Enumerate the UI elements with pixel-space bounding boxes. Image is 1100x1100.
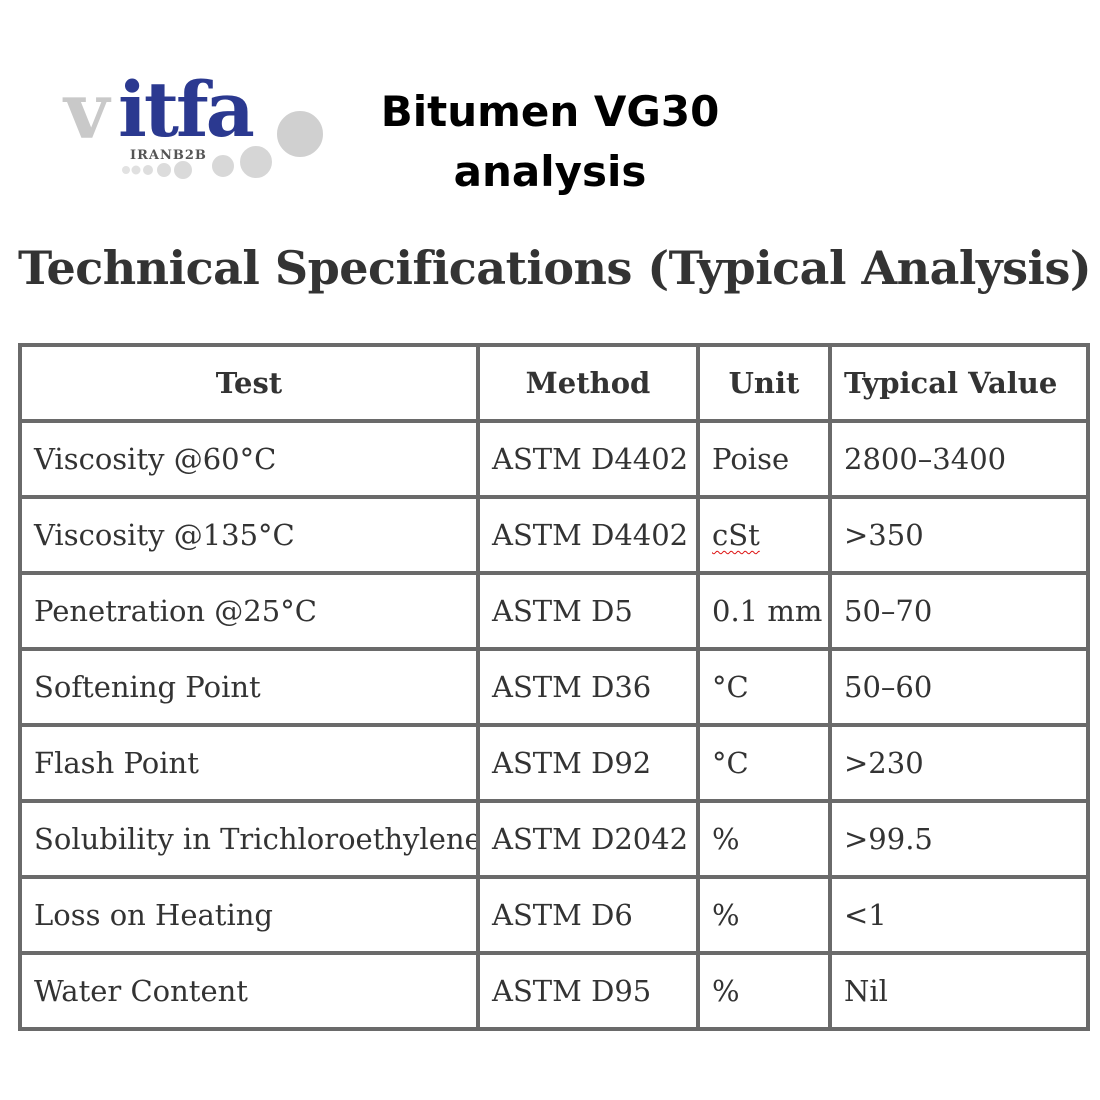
cell-test: Softening Point	[20, 649, 478, 725]
cell-unit: °C	[698, 649, 830, 725]
logo-letter-v: v	[62, 66, 112, 157]
table-row: Loss on Heating ASTM D6 % <1	[20, 877, 1088, 953]
header-test: Test	[20, 345, 478, 421]
cell-value: 50–70	[830, 573, 1088, 649]
cell-unit-text: cSt	[712, 518, 760, 552]
cell-test: Viscosity @60°C	[20, 421, 478, 497]
cell-method: ASTM D4402	[478, 421, 698, 497]
cell-value: 50–60	[830, 649, 1088, 725]
table-row: Water Content ASTM D95 % Nil	[20, 953, 1088, 1029]
table-row: Viscosity @135°C ASTM D4402 cSt >350	[20, 497, 1088, 573]
cell-unit: °C	[698, 725, 830, 801]
cell-unit: %	[698, 953, 830, 1029]
logo-circle	[172, 159, 194, 181]
cell-value: 2800–3400	[830, 421, 1088, 497]
cell-value: >350	[830, 497, 1088, 573]
cell-method: ASTM D95	[478, 953, 698, 1029]
cell-test: Solubility in Trichloroethylene	[20, 801, 478, 877]
cell-value: Nil	[830, 953, 1088, 1029]
table-row: Softening Point ASTM D36 °C 50–60	[20, 649, 1088, 725]
cell-method: ASTM D36	[478, 649, 698, 725]
document-title-line-1: Bitumen VG30	[380, 87, 720, 136]
cell-test: Penetration @25°C	[20, 573, 478, 649]
header-typical-value: Typical Value	[830, 345, 1088, 421]
table-row: Flash Point ASTM D92 °C >230	[20, 725, 1088, 801]
cell-unit: %	[698, 801, 830, 877]
cell-test: Water Content	[20, 953, 478, 1029]
table-header-row: Test Method Unit Typical Value	[20, 345, 1088, 421]
header-method: Method	[478, 345, 698, 421]
cell-method: ASTM D4402	[478, 497, 698, 573]
cell-unit: %	[698, 877, 830, 953]
logo-circle	[122, 166, 130, 174]
cell-method: ASTM D92	[478, 725, 698, 801]
vitfa-logo-graphic: v itfa IRANB2B	[62, 65, 325, 181]
logo-circle	[141, 163, 155, 177]
table-row: Viscosity @60°C ASTM D4402 Poise 2800–34…	[20, 421, 1088, 497]
cell-unit: 0.1 mm	[698, 573, 830, 649]
logo-circle	[275, 109, 325, 159]
vitfa-logo: v itfa IRANB2B	[60, 62, 340, 192]
cell-unit: cSt	[698, 497, 830, 573]
section-title: Technical Specifications (Typical Analys…	[18, 241, 1092, 295]
logo-circle	[210, 153, 236, 179]
cell-value: >230	[830, 725, 1088, 801]
cell-test: Viscosity @135°C	[20, 497, 478, 573]
cell-method: ASTM D6	[478, 877, 698, 953]
table-row: Solubility in Trichloroethylene ASTM D20…	[20, 801, 1088, 877]
cell-method: ASTM D2042	[478, 801, 698, 877]
logo-subtitle: IRANB2B	[130, 148, 207, 163]
cell-test: Flash Point	[20, 725, 478, 801]
logo-circle	[238, 144, 274, 180]
logo-wordmark: itfa	[118, 65, 254, 154]
cell-method: ASTM D5	[478, 573, 698, 649]
table-row: Penetration @25°C ASTM D5 0.1 mm 50–70	[20, 573, 1088, 649]
specifications-table: Test Method Unit Typical Value Viscosity…	[18, 343, 1090, 1031]
cell-value: >99.5	[830, 801, 1088, 877]
cell-unit: Poise	[698, 421, 830, 497]
document-title-line-2: analysis	[453, 147, 647, 196]
logo-circle	[130, 164, 142, 176]
logo-circle	[155, 161, 173, 179]
cell-value: <1	[830, 877, 1088, 953]
header-unit: Unit	[698, 345, 830, 421]
document-title: Bitumen VG30 analysis	[360, 82, 740, 202]
cell-test: Loss on Heating	[20, 877, 478, 953]
